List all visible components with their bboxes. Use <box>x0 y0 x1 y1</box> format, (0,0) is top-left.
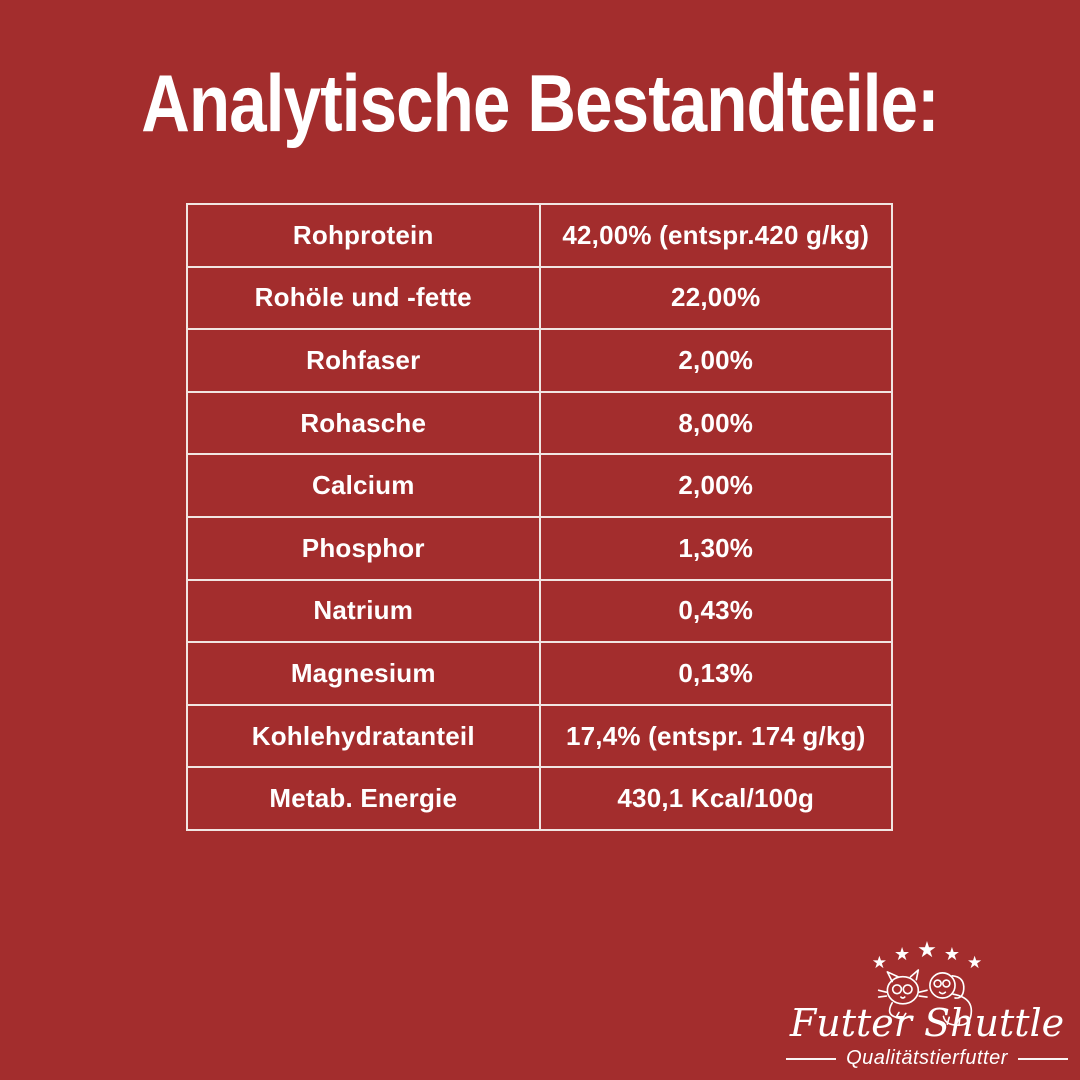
tagline-rule-left <box>786 1057 837 1060</box>
table-row: Phosphor 1,30% <box>186 515 893 581</box>
star-arc: ★ ★ ★ ★ ★ <box>786 939 1068 973</box>
table-row: Rohöle und -fette 22,00% <box>186 265 893 331</box>
star-icon: ★ <box>871 953 887 973</box>
tagline-rule-right <box>1017 1057 1069 1060</box>
table-row: Metab. Energie 430,1 Kcal/100g <box>186 766 893 831</box>
nutrient-value: 2,00% <box>538 453 893 518</box>
table-row: Rohfaser 2,00% <box>186 328 893 393</box>
star-icon: ★ <box>917 937 937 963</box>
nutrient-value: 42,00% (entspr.420 g/kg) <box>538 203 893 268</box>
nutrient-value: 0,13% <box>538 641 893 706</box>
nutrient-value: 8,00% <box>538 390 893 456</box>
table-body: Rohprotein 42,00% (entspr.420 g/kg) Rohö… <box>186 203 893 831</box>
nutrient-label: Magnesium <box>186 641 541 706</box>
nutrient-label: Calcium <box>186 453 541 518</box>
page-title: Analytische Bestandteile: <box>141 59 939 149</box>
nutrient-label: Phosphor <box>186 515 541 581</box>
table-row: Rohprotein 42,00% (entspr.420 g/kg) <box>186 203 893 268</box>
table-row: Natrium 0,43% <box>186 578 893 644</box>
star-icon: ★ <box>967 953 983 973</box>
nutrient-value: 0,43% <box>538 578 893 644</box>
nutrient-value: 1,30% <box>538 515 893 581</box>
nutrient-value: 430,1 Kcal/100g <box>538 766 893 831</box>
nutrient-value: 2,00% <box>538 328 893 393</box>
nutrient-label: Rohfaser <box>186 328 541 393</box>
table-row: Calcium 2,00% <box>186 453 893 518</box>
star-icon: ★ <box>943 944 960 965</box>
brand-logo: ★ ★ ★ ★ ★ Futter Shutt <box>786 939 1069 1070</box>
nutrient-label: Metab. Energie <box>186 766 541 831</box>
nutrient-value: 22,00% <box>538 265 893 331</box>
nutrient-label: Rohöle und -fette <box>186 265 541 331</box>
nutrient-label: Rohasche <box>186 390 541 456</box>
nutrient-label: Rohprotein <box>186 203 541 268</box>
table-row: Kohlehydratanteil 17,4% (entspr. 174 g/k… <box>186 703 893 769</box>
table-row: Magnesium 0,13% <box>186 641 893 706</box>
cat-and-dog-icon <box>877 969 973 1027</box>
nutrient-label: Natrium <box>186 578 541 644</box>
brand-tagline: Qualitätstierfutter <box>846 1047 1008 1069</box>
table-row: Rohasche 8,00% <box>186 390 893 456</box>
star-icon: ★ <box>893 944 911 965</box>
nutrient-value: 17,4% (entspr. 174 g/kg) <box>538 703 893 769</box>
analytical-components-table: Rohprotein 42,00% (entspr.420 g/kg) Rohö… <box>186 203 893 831</box>
tagline-row: Qualitätstierfutter <box>786 1047 1069 1070</box>
brand-name: Futter Shuttle <box>789 1001 1065 1046</box>
nutrient-label: Kohlehydratanteil <box>186 703 541 769</box>
